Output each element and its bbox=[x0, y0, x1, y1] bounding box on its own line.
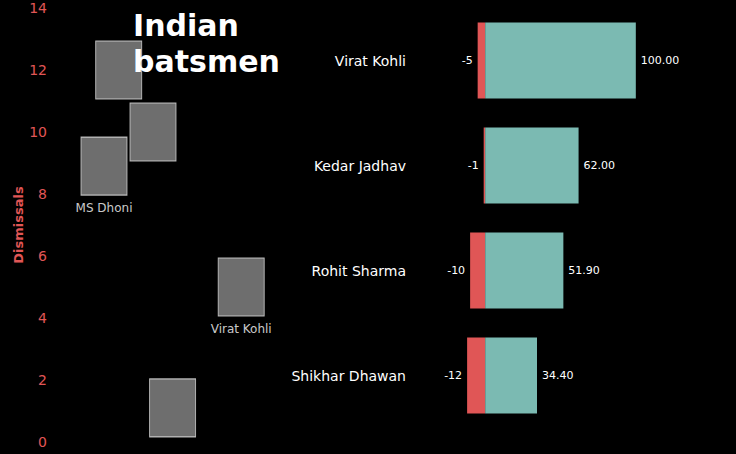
svg-text:-5: -5 bbox=[462, 54, 473, 67]
svg-text:2: 2 bbox=[38, 372, 47, 388]
svg-text:Kedar Jadhav: Kedar Jadhav bbox=[314, 158, 406, 174]
svg-text:Shikhar Dhawan: Shikhar Dhawan bbox=[291, 368, 406, 384]
svg-text:14: 14 bbox=[29, 0, 47, 16]
svg-text:Indian: Indian bbox=[133, 8, 249, 43]
svg-text:8: 8 bbox=[38, 186, 47, 202]
svg-text:4: 4 bbox=[38, 310, 47, 326]
svg-text:Virat Kohli: Virat Kohli bbox=[335, 53, 406, 69]
svg-text:-10: -10 bbox=[447, 264, 465, 277]
svg-text:Rohit Sharma: Rohit Sharma bbox=[312, 263, 406, 279]
svg-text:MS Dhoni: MS Dhoni bbox=[76, 201, 133, 215]
svg-text:10: 10 bbox=[29, 124, 47, 140]
svg-text:34.40: 34.40 bbox=[542, 369, 574, 382]
svg-text:100.00: 100.00 bbox=[641, 54, 680, 67]
svg-text:Virat Kohli: Virat Kohli bbox=[211, 322, 272, 336]
svg-text:0: 0 bbox=[38, 434, 47, 450]
svg-text:51.90: 51.90 bbox=[568, 264, 600, 277]
svg-text:-12: -12 bbox=[444, 369, 462, 382]
svg-text:6: 6 bbox=[38, 248, 47, 264]
svg-text:Dismissals: Dismissals bbox=[11, 186, 26, 264]
svg-text:62.00: 62.00 bbox=[584, 159, 616, 172]
svg-text:batsmen: batsmen bbox=[133, 44, 280, 79]
svg-text:12: 12 bbox=[29, 62, 47, 78]
svg-text:-1: -1 bbox=[468, 159, 479, 172]
